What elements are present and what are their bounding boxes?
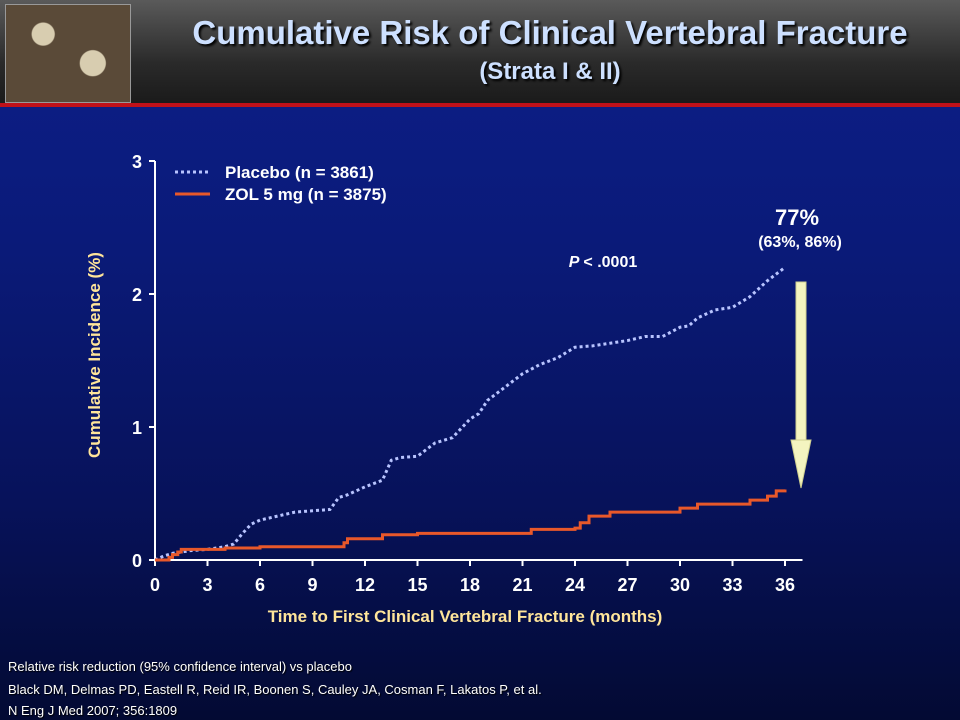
zol-series-line — [155, 489, 787, 562]
x-tick-label: 30 — [670, 575, 690, 595]
page-subtitle: (Strata I & II) — [479, 58, 621, 85]
p-value-text: P < .0001 — [569, 254, 638, 271]
header-bar — [0, 0, 960, 105]
y-tick-label: 2 — [132, 285, 142, 305]
footer-note: Relative risk reduction (95% confidence … — [8, 659, 352, 674]
risk-reduction-ci: (63%, 86%) — [758, 234, 842, 251]
x-tick-label: 12 — [355, 575, 375, 595]
y-axis-label: Cumulative Incidence (%) — [85, 252, 104, 458]
x-tick-label: 9 — [307, 575, 317, 595]
x-tick-label: 24 — [565, 575, 585, 595]
x-tick-label: 6 — [255, 575, 265, 595]
p-value-number: < .0001 — [583, 254, 637, 271]
x-tick-label: 18 — [460, 575, 480, 595]
chart-legend: Placebo (n = 3861) ZOL 5 mg (n = 3875) — [175, 163, 387, 204]
reduction-arrow — [790, 281, 812, 489]
x-axis-label: Time to First Clinical Vertebral Fractur… — [268, 607, 663, 626]
y-tick-label: 1 — [132, 418, 142, 438]
x-tick-label: 27 — [617, 575, 637, 595]
x-tick-label: 0 — [150, 575, 160, 595]
x-tick-label: 21 — [512, 575, 532, 595]
page-title: Cumulative Risk of Clinical Vertebral Fr… — [192, 14, 908, 51]
footer-journal: N Eng J Med 2007; 356:1809 — [8, 703, 178, 718]
y-tick-label: 0 — [132, 551, 142, 571]
x-tick-label: 33 — [722, 575, 742, 595]
header-divider — [0, 103, 960, 107]
y-tick-label: 3 — [132, 152, 142, 172]
legend-label: Placebo (n = 3861) — [225, 163, 374, 182]
bone-image-logo — [5, 4, 131, 103]
x-tick-label: 36 — [775, 575, 795, 595]
legend-label: ZOL 5 mg (n = 3875) — [225, 185, 387, 204]
footer-citation: Black DM, Delmas PD, Eastell R, Reid IR,… — [8, 682, 542, 697]
placebo-series-line — [154, 266, 786, 562]
p-value-label: P — [569, 254, 580, 271]
x-tick-label: 15 — [407, 575, 427, 595]
risk-reduction-value: 77% — [775, 205, 819, 230]
x-tick-label: 3 — [202, 575, 212, 595]
chart-series — [154, 266, 787, 562]
